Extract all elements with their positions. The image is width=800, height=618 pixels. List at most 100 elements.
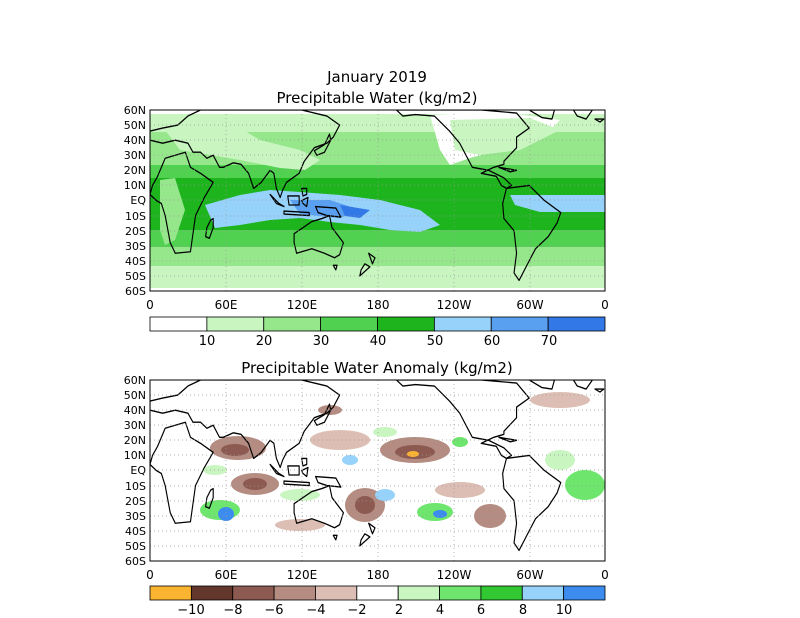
lat-label: 20N — [124, 434, 146, 447]
lon-label: 60E — [215, 568, 238, 582]
anom-dry — [221, 444, 249, 456]
colorbar-swatch — [433, 316, 492, 332]
lon-label: 120W — [437, 298, 472, 312]
colorbar-label: 8 — [519, 603, 527, 618]
lat-label: 10S — [125, 210, 146, 223]
anom-wet — [545, 450, 575, 470]
anom-lon-labels: 0 60E 120E 180 120W 60W 0 — [146, 568, 609, 582]
colorbar-label: −8 — [223, 603, 242, 618]
lat-label: 60N — [124, 104, 146, 117]
lon-label: 0 — [146, 298, 154, 312]
colorbar-swatch — [206, 316, 265, 332]
colorbar-swatch — [232, 585, 275, 601]
lat-label: 20N — [124, 164, 146, 177]
pw-dry-area — [450, 118, 560, 155]
colorbar-label: 20 — [256, 334, 273, 349]
pw-map-field — [150, 110, 605, 291]
lat-label: 50N — [124, 389, 146, 402]
pw-dry-area — [160, 178, 185, 245]
lat-label: 50S — [125, 540, 146, 553]
colorbar-swatch — [490, 316, 549, 332]
anom-dry — [435, 482, 485, 498]
colorbar-swatch — [439, 585, 482, 601]
lat-label: 50S — [125, 270, 146, 283]
lat-label: 40N — [124, 404, 146, 417]
figure-title-line2: Precipitable Water (kg/m2) — [277, 89, 478, 107]
anom-wet — [452, 437, 468, 447]
lat-label: 10N — [124, 449, 146, 462]
pw-moist-core — [340, 205, 370, 218]
lat-label: EQ — [130, 464, 146, 477]
colorbar-label: 10 — [199, 334, 216, 349]
lon-label: 60W — [516, 568, 543, 582]
anom-wet — [375, 489, 395, 501]
lon-label: 0 — [146, 568, 154, 582]
anom-colorbar-labels: −10 −8 −6 −4 −2 2 4 6 8 10 — [177, 603, 572, 618]
colorbar-label: 40 — [370, 334, 387, 349]
lon-label: 60W — [516, 298, 543, 312]
figure-title-line1: January 2019 — [326, 68, 427, 86]
lon-label: 120E — [287, 568, 318, 582]
colorbar-swatch — [480, 585, 523, 601]
anom-dry — [355, 496, 375, 514]
colorbar-swatch — [547, 316, 606, 332]
colorbar-label: −6 — [264, 603, 283, 618]
colorbar-swatch — [563, 585, 606, 601]
lon-label: 60E — [215, 298, 238, 312]
colorbar-swatch — [356, 585, 399, 601]
colorbar-label: −2 — [347, 603, 366, 618]
lat-label: 10S — [125, 480, 146, 493]
pw-lat-labels: 60N 50N 40N 30N 20N 10N EQ 10S 20S 30S 4… — [124, 104, 147, 298]
lat-label: 60N — [124, 374, 146, 387]
lon-label: 120W — [437, 568, 472, 582]
lat-label: 40N — [124, 134, 146, 147]
pw-colorbar-labels: 10 20 30 40 50 60 70 — [199, 334, 558, 349]
lat-label: 30S — [125, 240, 146, 253]
anom-map-frame — [149, 379, 606, 562]
colorbar-label: 60 — [484, 334, 501, 349]
pw-lon-labels: 0 60E 120E 180 120W 60W 0 — [146, 298, 609, 312]
lat-label: 10N — [124, 179, 146, 192]
anom-colorbar: −10 −8 −6 −4 −2 2 4 6 8 10 — [149, 585, 606, 618]
lat-label: 40S — [125, 255, 146, 268]
colorbar-label: −10 — [177, 603, 204, 618]
anom-wet — [433, 510, 447, 518]
lat-label: 30N — [124, 419, 146, 432]
pw-map-frame — [149, 109, 606, 292]
lat-label: 20S — [125, 495, 146, 508]
anom-wet — [565, 470, 605, 500]
lat-label: 30S — [125, 510, 146, 523]
anom-dry — [310, 430, 370, 450]
anom-lat-labels: 60N 50N 40N 30N 20N 10N EQ 10S 20S 30S 4… — [124, 374, 147, 568]
lat-label: 40S — [125, 525, 146, 538]
pw-colorbar: 10 20 30 40 50 60 70 — [149, 316, 606, 349]
colorbar-label: 10 — [556, 603, 573, 618]
colorbar-label: 4 — [436, 603, 444, 618]
colorbar-label: 6 — [477, 603, 485, 618]
pw-map-panel: 60N 50N 40N 30N 20N 10N EQ 10S 20S 30S 4… — [124, 104, 609, 312]
lon-label: 180 — [367, 568, 390, 582]
anom-wet — [342, 455, 358, 465]
colorbar-swatch — [397, 585, 440, 601]
colorbar-swatch — [377, 316, 435, 332]
colorbar-swatch — [190, 585, 234, 601]
lon-label: 0 — [601, 298, 609, 312]
anom-wet — [218, 507, 234, 521]
colorbar-swatch — [315, 585, 358, 601]
anomaly-map-title: Precipitable Water Anomaly (kg/m2) — [241, 359, 513, 377]
anom-map-field — [150, 380, 605, 561]
colorbar-swatch — [521, 585, 565, 601]
lon-label: 0 — [601, 568, 609, 582]
pw-dry-area — [165, 128, 320, 170]
lat-label: 20S — [125, 225, 146, 238]
anom-dry — [275, 519, 325, 531]
pw-moist-core — [510, 195, 605, 212]
colorbar-swatch — [320, 316, 378, 332]
lon-label: 120E — [287, 298, 318, 312]
anom-wet — [373, 427, 397, 437]
colorbar-swatch — [263, 316, 322, 332]
lat-label: 30N — [124, 149, 146, 162]
colorbar-swatch — [273, 585, 316, 601]
anom-dry — [530, 392, 590, 408]
anom-dry — [243, 478, 267, 490]
